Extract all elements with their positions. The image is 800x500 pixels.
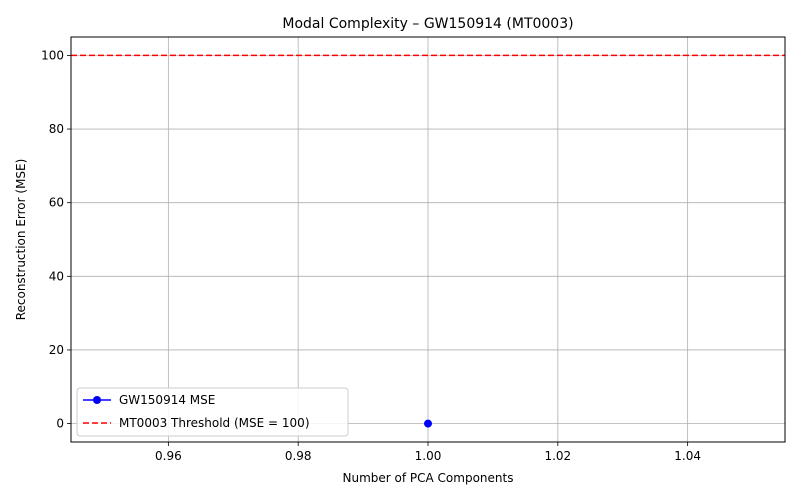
x-tick-label: 0.96 <box>155 449 182 463</box>
legend-label: MT0003 Threshold (MSE = 100) <box>119 416 310 430</box>
x-tick-label: 0.98 <box>285 449 312 463</box>
legend-box <box>76 387 349 437</box>
y-tick-label: 0 <box>56 417 64 431</box>
y-axis-label: Reconstruction Error (MSE) <box>14 159 28 321</box>
series-layer <box>424 419 432 428</box>
legend-marker <box>93 396 101 404</box>
legend-label: GW150914 MSE <box>119 393 215 407</box>
y-tick-label: 40 <box>49 269 64 283</box>
ticks: 0.96 0.98 1.00 1.02 1.04 0 20 40 60 80 100 <box>41 48 701 463</box>
y-tick-label: 80 <box>49 122 64 136</box>
data-point <box>424 419 432 428</box>
y-tick-label: 100 <box>41 48 64 62</box>
y-tick-label: 60 <box>49 196 64 210</box>
x-tick-label: 1.04 <box>674 449 701 463</box>
chart-title: Modal Complexity – GW150914 (MT0003) <box>282 16 573 32</box>
legend: GW150914 MSE MT0003 Threshold (MSE = 100) <box>76 387 349 437</box>
y-tick-label: 20 <box>49 343 64 357</box>
grid <box>71 37 785 442</box>
x-tick-label: 1.00 <box>415 449 442 463</box>
x-axis-label: Number of PCA Components <box>343 471 514 485</box>
x-tick-label: 1.02 <box>544 449 571 463</box>
